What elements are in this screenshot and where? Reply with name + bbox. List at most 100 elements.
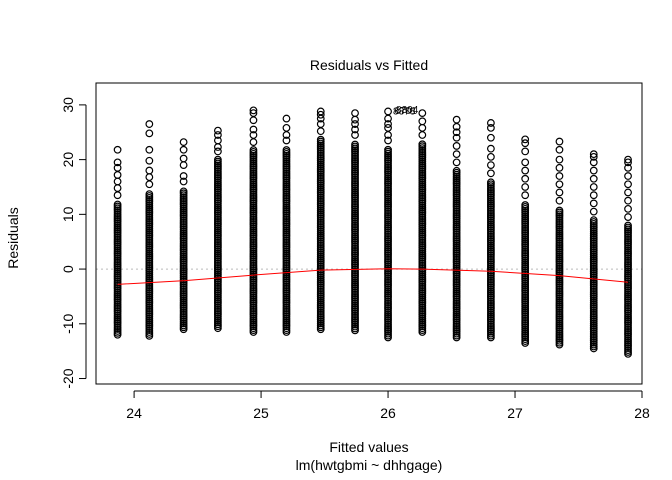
data-point bbox=[384, 107, 392, 116]
data-point bbox=[452, 166, 461, 175]
data-point bbox=[351, 140, 359, 149]
data-point bbox=[589, 174, 598, 183]
data-point bbox=[179, 138, 188, 147]
data-point bbox=[452, 142, 461, 150]
data-point bbox=[521, 201, 530, 209]
x-tick-label: 27 bbox=[507, 405, 523, 421]
data-point bbox=[589, 191, 598, 200]
data-point bbox=[521, 139, 530, 148]
data-point bbox=[418, 131, 427, 139]
data-point bbox=[521, 174, 530, 183]
data-point bbox=[316, 127, 325, 136]
y-tick-label: 30 bbox=[60, 97, 76, 113]
data-point bbox=[351, 125, 359, 134]
x-axis-sublabel: lm(hwtgbmi ~ dhhgage) bbox=[296, 457, 443, 473]
data-point bbox=[624, 196, 632, 205]
data-point bbox=[249, 125, 258, 134]
point-label: 8378 bbox=[393, 106, 416, 117]
data-point bbox=[521, 158, 530, 167]
data-point bbox=[589, 199, 598, 208]
point-group bbox=[486, 119, 495, 342]
data-point bbox=[113, 177, 122, 186]
data-point bbox=[555, 163, 564, 172]
data-point bbox=[589, 166, 598, 175]
data-point bbox=[521, 183, 530, 191]
data-point bbox=[555, 137, 564, 146]
data-point bbox=[145, 120, 154, 128]
data-point bbox=[452, 133, 461, 142]
data-point bbox=[521, 191, 530, 200]
data-point bbox=[624, 204, 632, 213]
point-group bbox=[213, 126, 222, 333]
data-point bbox=[179, 177, 188, 186]
x-axis-label: Fitted values bbox=[329, 439, 408, 455]
y-tick-label: -10 bbox=[60, 313, 76, 333]
data-point bbox=[486, 178, 495, 187]
data-point bbox=[179, 154, 188, 163]
data-point bbox=[145, 173, 154, 182]
data-point bbox=[624, 155, 632, 164]
data-point bbox=[213, 136, 222, 145]
data-point bbox=[179, 161, 188, 169]
data-point bbox=[555, 145, 564, 154]
data-point bbox=[624, 213, 632, 221]
data-point bbox=[316, 120, 325, 128]
data-point bbox=[351, 131, 359, 139]
data-point bbox=[486, 123, 495, 132]
data-point bbox=[521, 147, 530, 156]
data-point bbox=[452, 115, 461, 124]
data-point bbox=[418, 109, 427, 117]
point-group bbox=[316, 107, 325, 334]
data-point bbox=[249, 138, 258, 147]
data-point bbox=[249, 146, 258, 154]
data-point bbox=[213, 155, 222, 164]
data-point bbox=[351, 115, 359, 124]
point-group bbox=[624, 155, 632, 358]
data-point bbox=[384, 123, 392, 132]
data-point bbox=[316, 107, 325, 116]
data-point bbox=[213, 126, 222, 135]
data-point bbox=[624, 188, 632, 197]
data-point bbox=[213, 131, 222, 139]
y-tick-label: 10 bbox=[60, 206, 76, 222]
data-point bbox=[452, 128, 461, 137]
data-point bbox=[249, 116, 258, 125]
data-point bbox=[145, 166, 154, 175]
point-group bbox=[179, 138, 188, 334]
data-point bbox=[555, 196, 564, 205]
data-point bbox=[589, 150, 598, 159]
data-point bbox=[452, 158, 461, 167]
point-label: 6701 bbox=[395, 106, 418, 117]
point-group bbox=[351, 109, 359, 335]
data-point bbox=[145, 145, 154, 154]
data-point bbox=[624, 163, 632, 172]
data-point bbox=[589, 216, 598, 224]
axes: 24 25 26 27 28 -20 -10 0 10 20 30 bbox=[60, 97, 650, 421]
data-point bbox=[624, 172, 632, 180]
x-tick-label: 26 bbox=[380, 405, 396, 421]
point-group bbox=[249, 106, 258, 336]
point-group bbox=[452, 115, 461, 342]
point-group bbox=[113, 145, 122, 339]
data-point bbox=[249, 106, 258, 115]
data-point bbox=[486, 133, 495, 142]
plot-frame bbox=[95, 82, 643, 385]
data-point bbox=[351, 120, 359, 128]
data-point bbox=[113, 158, 122, 167]
chart-title: Residuals vs Fitted bbox=[310, 57, 428, 73]
data-point bbox=[384, 136, 392, 145]
data-point bbox=[249, 131, 258, 139]
data-point bbox=[418, 123, 427, 132]
data-point bbox=[624, 221, 632, 230]
y-tick-label: -20 bbox=[60, 368, 76, 388]
x-tick-label: 25 bbox=[253, 405, 269, 421]
data-point bbox=[555, 180, 564, 189]
data-point bbox=[624, 158, 632, 167]
data-point bbox=[555, 172, 564, 180]
point-group bbox=[521, 135, 530, 347]
data-point bbox=[624, 180, 632, 189]
data-point bbox=[113, 184, 122, 192]
data-point bbox=[486, 144, 495, 153]
data-point bbox=[452, 150, 461, 159]
